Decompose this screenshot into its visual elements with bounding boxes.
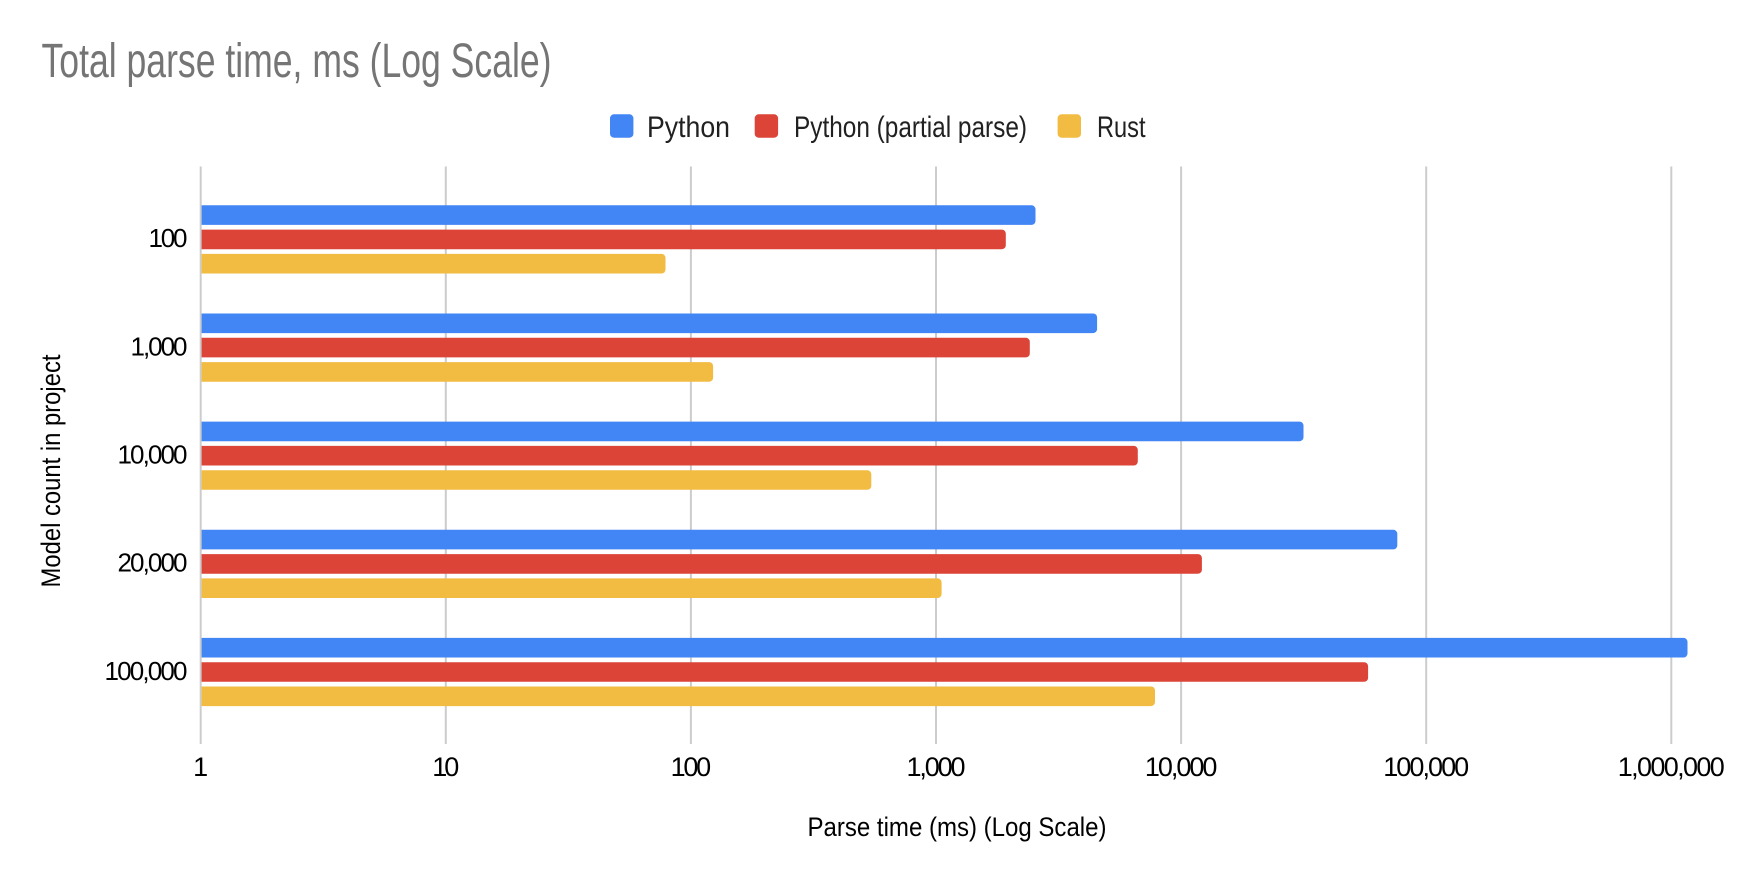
svg-text:100,000: 100,000 (1383, 752, 1469, 782)
svg-text:100: 100 (149, 223, 188, 253)
svg-text:10,000: 10,000 (1145, 752, 1218, 782)
svg-text:1: 1 (193, 752, 208, 782)
svg-text:Python (partial parse): Python (partial parse) (794, 111, 1027, 144)
svg-text:10: 10 (432, 752, 459, 782)
svg-text:100: 100 (671, 752, 712, 782)
svg-text:1,000: 1,000 (907, 752, 966, 782)
svg-text:Parse time (ms) (Log Scale): Parse time (ms) (Log Scale) (808, 812, 1107, 842)
svg-text:1,000,000: 1,000,000 (1618, 752, 1725, 782)
svg-text:20,000: 20,000 (118, 548, 188, 578)
svg-text:Total parse time, ms (Log Scal: Total parse time, ms (Log Scale) (42, 35, 552, 88)
svg-text:Rust: Rust (1097, 111, 1146, 144)
svg-text:1,000: 1,000 (131, 331, 188, 361)
svg-text:100,000: 100,000 (105, 656, 188, 686)
svg-text:Model count in project: Model count in project (36, 354, 66, 587)
svg-text:Python: Python (647, 111, 730, 144)
svg-text:10,000: 10,000 (118, 440, 188, 470)
